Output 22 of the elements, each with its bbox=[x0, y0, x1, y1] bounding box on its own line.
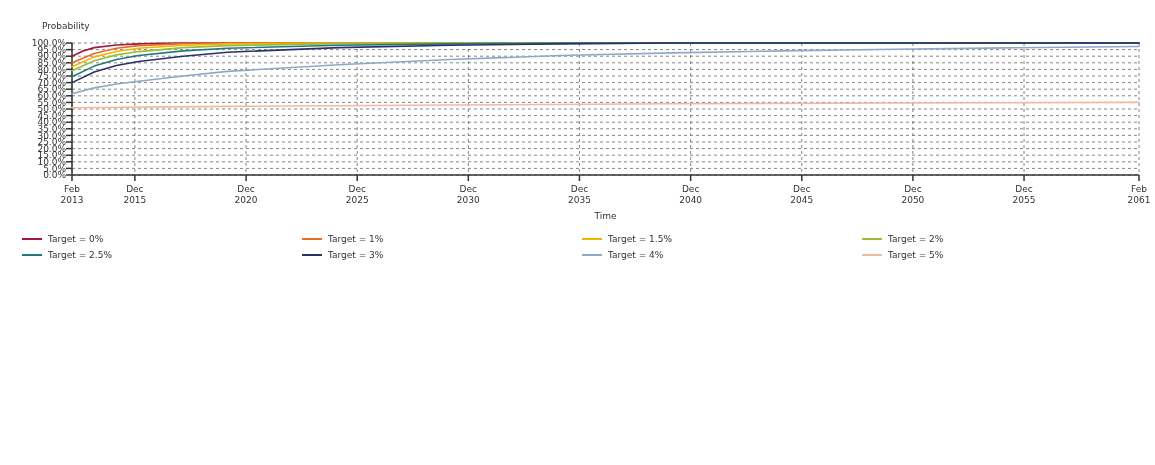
x-axis-title: Time bbox=[593, 211, 617, 221]
legend-label: Target = 1.5% bbox=[607, 234, 673, 245]
legend-label: Target = 3% bbox=[327, 250, 384, 261]
x-tick-label: Feb 2061 bbox=[1127, 184, 1151, 205]
x-tick-label: Dec 2015 bbox=[123, 184, 147, 205]
x-tick-label: Dec 2020 bbox=[234, 184, 258, 205]
x-tick-label: Feb 2013 bbox=[60, 184, 84, 205]
x-tick-label: Dec 2030 bbox=[456, 184, 481, 205]
legend-label: Target = 1% bbox=[327, 234, 384, 245]
x-tick-label: Dec 2045 bbox=[790, 184, 814, 205]
legend-label: Target = 4% bbox=[607, 250, 664, 261]
x-tick-label: Dec 2055 bbox=[1012, 184, 1036, 205]
y-tick-label: 0.0% bbox=[43, 170, 67, 181]
y-axis-title: Probability bbox=[42, 21, 91, 31]
legend-label: Target = 0% bbox=[47, 234, 104, 245]
legend-label: Target = 2% bbox=[887, 234, 944, 245]
x-tick-label: Dec 2035 bbox=[568, 184, 591, 205]
x-tick-label: Dec 2040 bbox=[679, 184, 703, 205]
x-tick-label: Dec 2050 bbox=[901, 184, 925, 205]
legend-label: Target = 2.5% bbox=[47, 250, 113, 261]
legend-label: Target = 5% bbox=[887, 250, 944, 261]
x-tick-label: Dec 2025 bbox=[345, 184, 369, 205]
